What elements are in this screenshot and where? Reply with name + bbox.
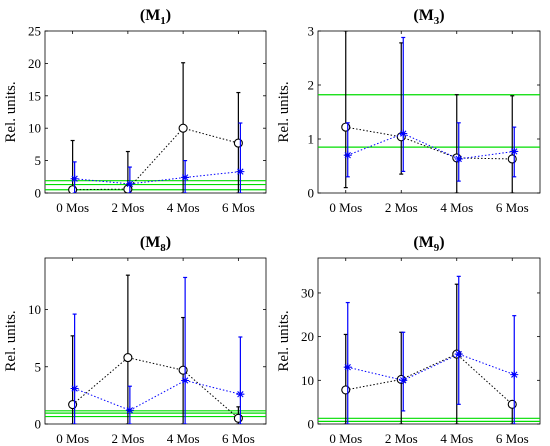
series-line [74,379,241,411]
panel-title: (M1) [140,7,171,27]
y-tick-label: 0 [35,186,42,201]
x-tick-label: 6 Mos [496,200,529,215]
y-tick-label: 5 [35,153,42,168]
data-point-star [181,173,190,182]
panel-1: 0 5 10 15 20 25 0 Mos 2 Mos 4 Mos 6 Mos Rel. units… [3,7,267,215]
panel-4: 0 10 20 30 0 Mos 2 Mos 4 Mos 6 Mos Rel. units. (M… [276,234,541,446]
y-axis-label: Rel. units. [3,81,19,142]
x-tick-label: 4 Mos [440,431,473,446]
panel-title-end: ) [166,234,171,251]
axes-box [44,30,267,194]
data-point-circle [507,154,517,164]
panel-title-end: ) [439,7,444,24]
y-tick-label: 15 [28,88,41,103]
data-point-star [399,129,408,138]
y-tick-label: 5 [35,359,42,374]
x-tick-label: 0 Mos [329,200,362,215]
data-point-star [70,174,79,183]
data-point-star [343,363,352,372]
data-point-circle [507,399,517,409]
y-tick-label: 10 [28,302,41,317]
y-tick-label: 1 [308,132,315,147]
panel-title-main: (M [413,7,433,24]
x-tick-label: 6 Mos [222,200,255,215]
panel-title-main: (M [140,234,160,251]
data-point-star [236,167,245,176]
data-point-circle [341,122,351,132]
x-tick-label: 0 Mos [56,431,89,446]
y-tick-label: 0 [308,186,315,201]
data-point-star [343,151,352,160]
x-tick-label: 2 Mos [111,200,144,215]
x-tick-label: 6 Mos [496,431,529,446]
plot-area [318,275,540,424]
data-point-circle [123,353,133,363]
data-point-circle [341,385,351,395]
panel-title-end: ) [439,234,444,251]
panel-title-subscript: 1 [160,15,166,27]
y-axis-label: Rel. units. [3,310,19,371]
panel-title: (M8) [140,234,171,254]
panel-title-main: (M [413,234,433,251]
data-point-star [399,376,408,385]
plot-area [45,274,266,424]
data-point-star [510,370,519,379]
data-point-star [510,147,519,156]
series-line [345,126,513,160]
y-tick-label: 30 [301,285,314,300]
plot-area [318,31,540,193]
y-tick-label: 25 [28,24,41,39]
y-axis-label: Rel. units. [276,81,292,142]
y-axis-label: Rel. units. [276,310,292,371]
panel-title: (M3) [413,7,444,27]
panel-title-subscript: 8 [160,242,166,254]
panel-title-main: (M [140,7,160,24]
x-tick-label: 0 Mos [329,431,362,446]
data-point-star [454,154,463,163]
y-tick-label: 0 [308,417,315,432]
panel-title: (M9) [413,234,444,254]
panel-title-end: ) [166,7,171,24]
x-tick-label: 2 Mos [111,431,144,446]
y-tick-label: 20 [28,56,41,71]
data-point-circle [233,413,243,423]
axes-box [317,257,541,425]
x-tick-label: 2 Mos [385,200,418,215]
plot-area [45,62,266,193]
data-point-star [236,390,245,399]
y-tick-label: 10 [28,121,41,136]
data-point-star [125,179,134,188]
series-line [347,353,515,381]
x-tick-label: 4 Mos [440,200,473,215]
data-point-circle [178,123,188,133]
x-tick-label: 0 Mos [56,200,89,215]
x-tick-label: 4 Mos [167,200,200,215]
data-point-circle [68,399,78,410]
panel-title-subscript: 9 [434,242,440,254]
series-line [72,357,239,419]
x-tick-label: 4 Mos [167,431,200,446]
series-line [345,353,513,405]
data-point-star [181,376,190,385]
y-tick-label: 10 [301,373,314,388]
axes-box [317,30,541,194]
x-tick-label: 6 Mos [222,431,255,446]
data-point-star [125,406,134,415]
y-tick-label: 3 [308,24,315,39]
y-tick-label: 2 [308,78,315,93]
panel-title-subscript: 3 [434,15,440,27]
data-point-star [70,384,79,393]
axes-box [44,257,267,425]
data-point-star [454,350,463,359]
data-point-circle [233,138,243,148]
y-tick-label: 0 [35,417,42,432]
panel-3: 0 5 10 0 Mos 2 Mos 4 Mos 6 Mos Rel. units. (M8) [3,234,267,446]
x-tick-label: 2 Mos [385,431,418,446]
y-tick-label: 20 [301,329,314,344]
data-point-circle [178,365,188,375]
